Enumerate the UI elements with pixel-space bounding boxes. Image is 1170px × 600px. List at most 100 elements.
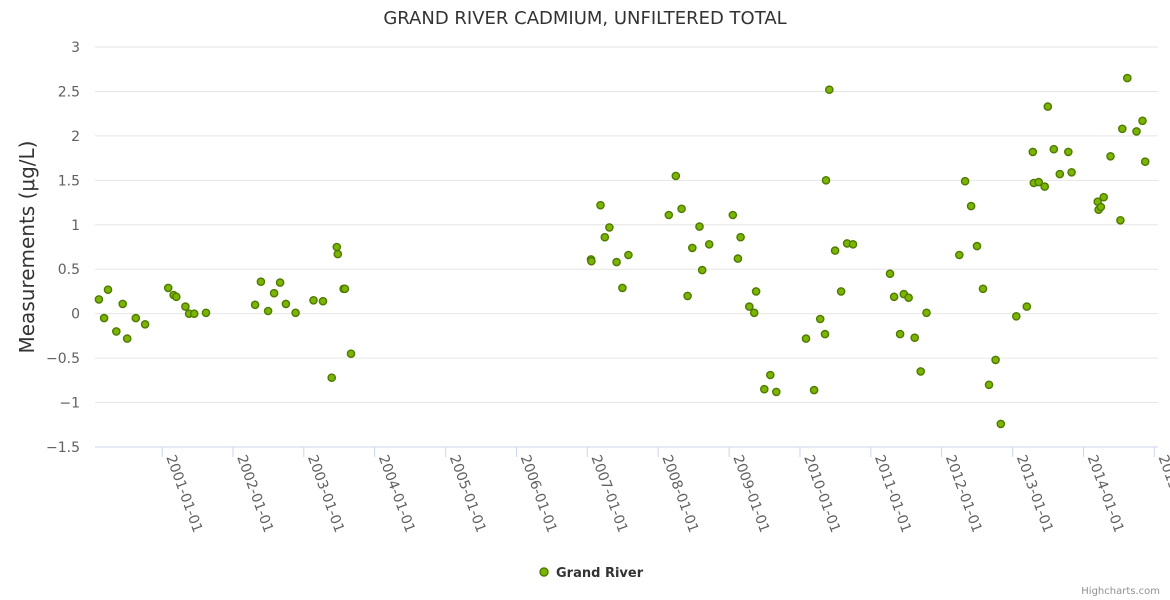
data-point[interactable] <box>960 176 970 186</box>
data-point[interactable] <box>836 287 846 296</box>
data-point[interactable] <box>749 308 759 318</box>
data-point[interactable] <box>1096 202 1106 212</box>
data-point[interactable] <box>677 204 686 214</box>
data-point[interactable] <box>122 334 132 343</box>
data-point[interactable] <box>181 302 190 311</box>
data-point[interactable] <box>612 257 621 267</box>
data-point[interactable] <box>131 313 141 323</box>
data-point[interactable] <box>978 284 988 294</box>
data-point[interactable] <box>1132 127 1141 136</box>
data-point[interactable] <box>1140 157 1150 166</box>
data-point[interactable] <box>118 299 127 309</box>
data-point[interactable] <box>618 283 627 293</box>
data-point[interactable] <box>1118 124 1127 134</box>
data-point[interactable] <box>1123 73 1132 83</box>
data-point[interactable] <box>1049 144 1059 154</box>
data-point[interactable] <box>972 241 982 251</box>
data-point[interactable] <box>885 269 895 279</box>
data-point[interactable] <box>189 309 199 319</box>
data-point[interactable] <box>250 300 260 310</box>
data-point[interactable] <box>340 284 350 294</box>
legend-marker[interactable] <box>539 567 549 577</box>
data-point[interactable] <box>112 327 121 336</box>
data-point[interactable] <box>309 295 318 305</box>
data-point[interactable] <box>600 232 610 242</box>
data-point[interactable] <box>736 232 745 242</box>
data-point[interactable] <box>821 175 831 185</box>
data-point[interactable] <box>772 387 781 397</box>
data-point[interactable] <box>733 254 743 263</box>
data-point[interactable] <box>848 239 858 249</box>
data-point[interactable] <box>683 291 692 301</box>
data-point[interactable] <box>1022 302 1032 311</box>
data-point[interactable] <box>1040 182 1049 191</box>
data-point[interactable] <box>664 210 674 220</box>
data-point[interactable] <box>809 385 819 395</box>
data-point[interactable] <box>1043 102 1053 111</box>
data-point[interactable] <box>1106 151 1115 161</box>
data-point[interactable] <box>327 373 337 383</box>
data-point[interactable] <box>991 355 1000 365</box>
data-point[interactable] <box>269 288 279 298</box>
data-point[interactable] <box>1138 116 1147 126</box>
data-point[interactable] <box>966 201 976 211</box>
data-point[interactable] <box>760 384 769 394</box>
data-point[interactable] <box>587 256 596 266</box>
data-point[interactable] <box>766 370 775 380</box>
data-point[interactable] <box>904 293 913 303</box>
data-point[interactable] <box>333 249 343 259</box>
legend[interactable]: Grand River <box>539 566 644 581</box>
data-point[interactable] <box>163 283 173 293</box>
data-point[interactable] <box>916 367 926 376</box>
data-point[interactable] <box>318 296 328 306</box>
data-point[interactable] <box>728 210 738 220</box>
data-point[interactable] <box>1034 177 1043 187</box>
data-point[interactable] <box>1099 192 1108 202</box>
data-point[interactable] <box>1064 147 1073 157</box>
data-point[interactable] <box>697 265 707 275</box>
data-point[interactable] <box>256 277 266 287</box>
data-point[interactable] <box>984 380 994 390</box>
data-point[interactable] <box>671 171 681 181</box>
data-point[interactable] <box>99 313 109 323</box>
data-point[interactable] <box>263 306 273 316</box>
data-point[interactable] <box>820 329 830 339</box>
chart-title: GRAND RIVER CADMIUM, UNFILTERED TOTAL <box>383 8 786 29</box>
data-point[interactable] <box>94 295 104 304</box>
data-point[interactable] <box>996 419 1006 429</box>
data-point[interactable] <box>1055 169 1065 179</box>
data-point[interactable] <box>895 329 905 339</box>
data-point[interactable] <box>688 243 697 253</box>
data-point[interactable] <box>801 334 811 343</box>
data-point[interactable] <box>825 85 834 94</box>
data-point[interactable] <box>830 246 840 255</box>
credits-text[interactable]: Highcharts.com <box>1081 586 1160 597</box>
data-point[interactable] <box>291 308 300 318</box>
data-point[interactable] <box>171 292 181 302</box>
data-point[interactable] <box>1028 147 1038 157</box>
data-point[interactable] <box>140 319 150 329</box>
data-point[interactable] <box>605 223 614 232</box>
data-point[interactable] <box>346 349 356 359</box>
data-point[interactable] <box>332 242 342 252</box>
data-point[interactable] <box>889 292 899 302</box>
data-point[interactable] <box>1116 215 1125 225</box>
data-point[interactable] <box>281 299 291 309</box>
data-point[interactable] <box>745 302 754 311</box>
data-point[interactable] <box>201 308 211 318</box>
series-grand-river[interactable] <box>94 73 1150 429</box>
data-point[interactable] <box>1012 311 1021 321</box>
data-point[interactable] <box>596 200 605 210</box>
data-point[interactable] <box>624 250 633 260</box>
data-point[interactable] <box>922 308 931 318</box>
data-point[interactable] <box>1067 167 1076 177</box>
data-point[interactable] <box>103 285 113 295</box>
data-point[interactable] <box>955 250 964 260</box>
data-point[interactable] <box>910 333 920 343</box>
data-point[interactable] <box>704 239 714 249</box>
legend-label[interactable]: Grand River <box>556 566 644 581</box>
data-point[interactable] <box>751 287 761 296</box>
data-point[interactable] <box>275 278 285 287</box>
data-point[interactable] <box>815 314 825 324</box>
data-point[interactable] <box>695 222 704 231</box>
